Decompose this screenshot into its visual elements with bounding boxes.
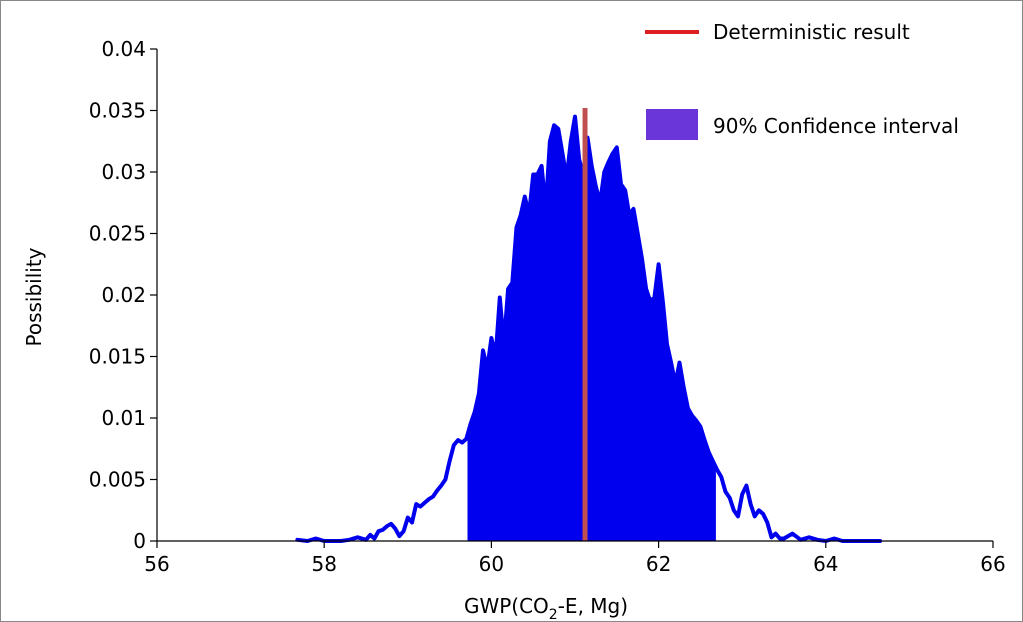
y-tick-label: 0.01 xyxy=(101,406,146,430)
legend-label-confidence: 90% Confidence interval xyxy=(713,114,959,138)
y-tick-label: 0.04 xyxy=(101,37,146,61)
x-tick-labels: 56 58 60 62 64 66 xyxy=(144,552,1005,576)
x-tick-label: 62 xyxy=(646,552,671,576)
y-tick-labels: 0 0.005 0.01 0.015 0.02 0.025 0.03 0.035 0.04 xyxy=(89,37,146,553)
x-axis-title-suffix: -E, Mg) xyxy=(558,594,628,618)
y-tick-label: 0.035 xyxy=(89,99,146,123)
y-tick-label: 0.025 xyxy=(89,222,146,246)
y-tick-label: 0.02 xyxy=(101,283,146,307)
legend-label-deterministic: Deterministic result xyxy=(713,20,910,44)
x-axis-title-subscript: 2 xyxy=(549,607,558,621)
x-tick-label: 66 xyxy=(980,552,1005,576)
y-tick-label: 0 xyxy=(133,529,146,553)
y-tick-label: 0.03 xyxy=(101,160,146,184)
legend: Deterministic result 90% Confidence inte… xyxy=(645,20,959,140)
x-tick-label: 58 xyxy=(311,552,336,576)
x-axis-title: GWP(CO2-E, Mg) xyxy=(464,594,628,621)
legend-swatch-confidence xyxy=(646,109,698,140)
density-curve xyxy=(295,114,883,543)
axes xyxy=(150,48,994,548)
x-tick-label: 60 xyxy=(479,552,504,576)
x-axis-title-main: GWP(CO xyxy=(464,594,549,618)
y-tick-label: 0.015 xyxy=(89,345,146,369)
x-tick-label: 64 xyxy=(813,552,838,576)
density-curve-layer xyxy=(295,114,883,543)
y-axis-title: Possibility xyxy=(22,247,46,346)
x-tick-label: 56 xyxy=(144,552,169,576)
y-tick-label: 0.005 xyxy=(89,468,146,492)
